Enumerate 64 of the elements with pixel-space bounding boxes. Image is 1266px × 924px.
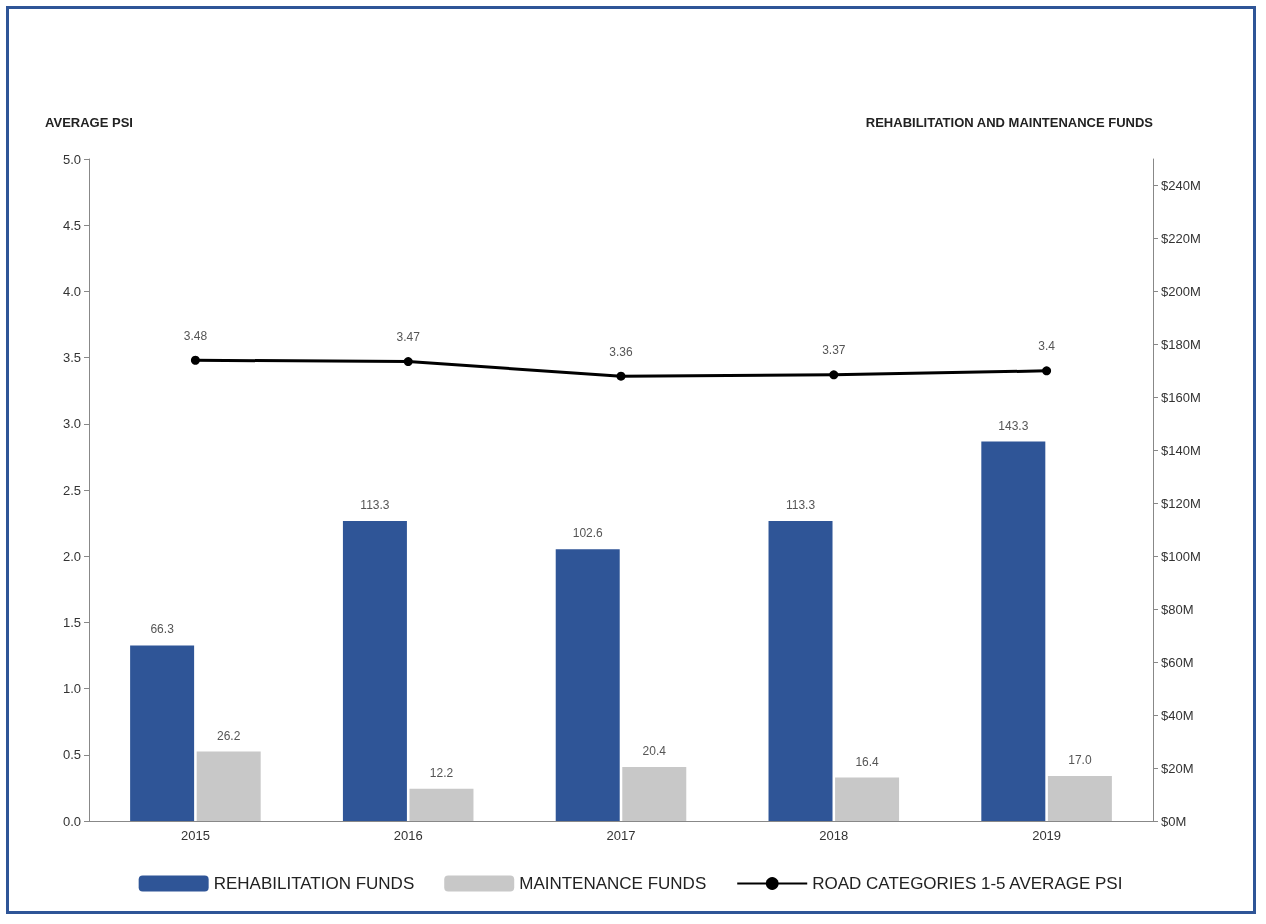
y-axis-title: AVERAGE PSI [45,114,133,130]
y-tick-label: 3.0 [62,416,81,432]
data-label: 3.47 [396,330,421,345]
data-label: 113.3 [785,497,816,512]
y2-tick-label: $160M [1161,389,1201,405]
y-tick-label: 0.5 [62,747,81,763]
data-label: 16.4 [855,754,880,769]
y2-tick-label: $220M [1161,230,1201,246]
data-label: 26.2 [217,728,241,743]
y2-tick-label: $0M [1161,813,1187,829]
data-label: 12.2 [429,765,454,780]
y-tick-label: 1.0 [62,681,81,697]
data-label: 3.37 [822,343,846,358]
bar [768,520,833,821]
data-label: 17.0 [1068,752,1092,767]
x-tick-label: 2015 [180,828,210,843]
bar [622,766,687,821]
data-label: 66.3 [150,622,175,637]
data-label: 20.4 [642,743,667,758]
point [829,370,839,380]
y2-tick-label: $200M [1161,283,1201,299]
data-label: 3.36 [609,344,633,359]
point [1042,366,1052,376]
y-tick-label: 4.0 [62,283,81,299]
legend-label: ROAD CATEGORIES 1-5 AVERAGE PSI [812,874,1123,893]
point [403,357,413,367]
data-label: 143.3 [998,418,1029,433]
data-label: 102.6 [572,526,604,541]
y-tick-label: 0.0 [62,813,81,829]
bar [835,777,900,821]
y2-tick-label: $80M [1161,601,1194,617]
y2-tick-label: $100M [1161,548,1201,564]
data-label: 3.4 [1038,339,1056,354]
legend-label: MAINTENANCE FUNDS [519,874,707,893]
y2-tick-label: $120M [1161,495,1201,511]
y2-tick-label: $140M [1161,442,1201,458]
y2-tick-label: $240M [1161,177,1201,193]
y2-axis-title: REHABILITATION AND MAINTENANCE FUNDS [865,114,1154,130]
point [190,355,200,365]
y2-tick-label: $60M [1161,654,1194,670]
bar [130,645,195,821]
y-tick-label: 2.0 [62,548,81,564]
y2-tick-label: $40M [1161,707,1194,723]
y-tick-label: 2.5 [62,482,81,498]
y-tick-label: 4.5 [62,217,81,233]
bar [196,751,261,821]
y-tick-label: 5.0 [62,151,81,167]
point [616,371,626,381]
bar [342,520,407,821]
x-tick-label: 2019 [1032,828,1062,843]
bar [1047,775,1112,821]
data-label: 3.48 [183,328,208,343]
x-tick-label: 2018 [819,828,849,843]
y-tick-label: 1.5 [62,614,81,630]
x-tick-label: 2016 [393,828,423,843]
x-tick-label: 2017 [606,828,636,843]
y2-tick-label: $20M [1161,760,1194,776]
data-label: 113.3 [360,497,390,512]
y-tick-label: 3.5 [62,350,81,366]
bar [409,788,474,821]
bar [555,549,620,821]
legend-label: REHABILITATION FUNDS [213,874,415,893]
y2-tick-label: $180M [1161,336,1201,352]
bar [981,441,1046,821]
